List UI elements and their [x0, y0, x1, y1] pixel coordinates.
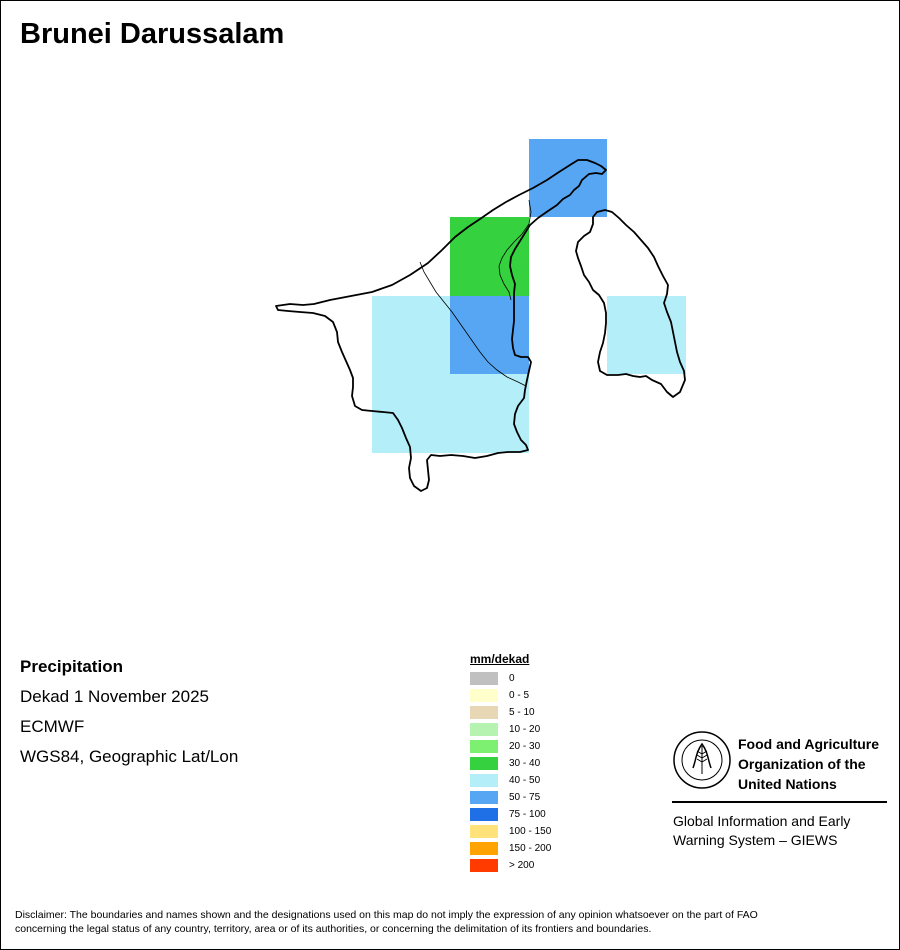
variable-label: Precipitation — [20, 657, 123, 676]
legend-item: 5 - 10 — [470, 704, 551, 721]
legend-label: > 200 — [509, 860, 535, 871]
legend-swatch — [470, 757, 498, 770]
legend: mm/dekad 0 0 - 5 5 - 10 10 - 20 20 - 30 … — [470, 652, 551, 874]
fao-name-line: Organization of the — [738, 756, 866, 772]
legend-swatch — [470, 740, 498, 753]
legend-label: 10 - 20 — [509, 724, 541, 735]
legend-swatch — [470, 723, 498, 736]
legend-label: 20 - 30 — [509, 741, 541, 752]
legend-title: mm/dekad — [470, 652, 530, 666]
logo-divider — [672, 801, 887, 803]
fao-name-line: Food and Agriculture — [738, 736, 880, 752]
legend-label: 40 - 50 — [509, 775, 541, 786]
temburong-outline — [575, 209, 686, 398]
fao-name-line: United Nations — [738, 776, 837, 792]
legend-item: 150 - 200 — [470, 840, 551, 857]
legend-item: 30 - 40 — [470, 755, 551, 772]
legend-item: 75 - 100 — [470, 806, 551, 823]
grid-cell-south-central — [450, 374, 529, 453]
legend-swatch — [470, 774, 498, 787]
map-canvas — [275, 139, 686, 492]
giews-line: Global Information and Early — [673, 813, 851, 829]
legend-swatch — [470, 825, 498, 838]
legend-swatch — [470, 672, 498, 685]
legend-item: 0 — [470, 670, 551, 687]
grid-cell-northeast — [529, 139, 607, 217]
legend-label: 50 - 75 — [509, 792, 541, 803]
legend-item: 10 - 20 — [470, 721, 551, 738]
district-line-north — [498, 199, 532, 301]
legend-label: 30 - 40 — [509, 758, 541, 769]
legend-label: 5 - 10 — [509, 707, 535, 718]
legend-label: 0 - 5 — [509, 690, 530, 701]
fao-emblem-icon — [673, 731, 731, 789]
legend-label: 0 — [509, 673, 515, 684]
map-info: Precipitation Dekad 1 November 2025 ECMW… — [20, 656, 238, 776]
map-title: Brunei Darussalam — [20, 18, 285, 50]
western-boundary-outline — [275, 159, 607, 492]
legend-item: 100 - 150 — [470, 823, 551, 840]
legend-label: 75 - 100 — [509, 809, 546, 820]
legend-item: 20 - 30 — [470, 738, 551, 755]
legend-item: 50 - 75 — [470, 789, 551, 806]
legend-label: 150 - 200 — [509, 843, 552, 854]
legend-swatch — [470, 842, 498, 855]
giews-name: Global Information and Early Warning Sys… — [673, 812, 850, 850]
projection-label: WGS84, Geographic Lat/Lon — [20, 747, 239, 766]
source-label: ECMWF — [20, 717, 85, 736]
legend-swatch — [470, 689, 498, 702]
grid-cell-north-central — [450, 217, 529, 296]
precipitation-grid — [372, 139, 686, 453]
legend-swatch — [470, 859, 498, 872]
grid-cell-center — [450, 296, 529, 374]
legend-label: 100 - 150 — [509, 826, 552, 837]
period-label: Dekad 1 November 2025 — [20, 687, 210, 706]
country-boundary — [275, 159, 686, 492]
disclaimer: Disclaimer: The boundaries and names sho… — [15, 908, 885, 936]
grid-cell-west — [372, 296, 450, 453]
district-boundaries — [419, 199, 532, 387]
legend-swatch — [470, 791, 498, 804]
legend-item: 0 - 5 — [470, 687, 551, 704]
giews-line: Warning System – GIEWS — [673, 832, 838, 848]
fao-organization-name: Food and Agriculture Organization of the… — [738, 734, 879, 794]
legend-item: 40 - 50 — [470, 772, 551, 789]
district-line-west — [419, 261, 527, 387]
legend-swatch — [470, 808, 498, 821]
legend-item: > 200 — [470, 857, 551, 874]
disclaimer-line: Disclaimer: The boundaries and names sho… — [15, 909, 758, 921]
disclaimer-line: concerning the legal status of any count… — [15, 923, 652, 935]
legend-swatch — [470, 706, 498, 719]
